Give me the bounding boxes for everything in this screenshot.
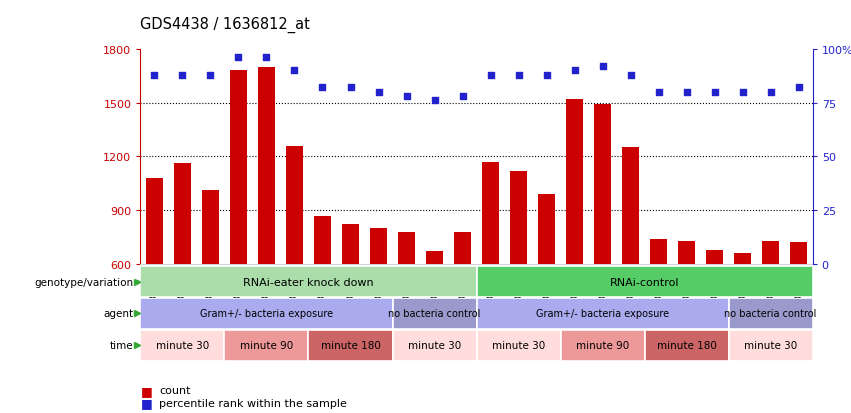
Bar [566,100,583,372]
Point [316,85,329,92]
Point [147,72,161,78]
Bar [225,330,308,361]
Bar [477,266,813,297]
Bar [762,241,780,372]
Text: agent: agent [104,309,134,319]
Point [288,68,301,74]
Point [175,72,189,78]
Bar [392,298,477,329]
Bar [477,298,728,329]
Bar [791,243,807,372]
Bar [174,164,191,372]
Point [483,72,497,78]
Bar [308,330,392,361]
Text: count: count [159,385,191,395]
Bar [622,148,639,372]
Point [764,89,778,96]
Bar [230,71,247,372]
Text: minute 180: minute 180 [657,340,717,351]
Point [652,89,665,96]
Point [511,72,525,78]
Bar [678,241,695,372]
Bar [140,330,225,361]
Point [344,85,357,92]
Point [624,72,637,78]
Bar [734,254,751,372]
Bar [370,228,387,372]
Point [231,55,245,62]
Text: minute 180: minute 180 [321,340,380,351]
Point [540,72,553,78]
Text: RNAi-control: RNAi-control [610,277,679,287]
Bar [314,216,331,372]
Text: minute 30: minute 30 [156,340,209,351]
Bar [728,330,813,361]
Bar [483,162,499,372]
Text: ■: ■ [140,396,152,409]
Text: minute 30: minute 30 [492,340,545,351]
Text: genotype/variation: genotype/variation [35,277,134,287]
Text: time: time [110,340,134,351]
Bar [392,330,477,361]
Bar [650,239,667,372]
Bar [728,298,813,329]
Bar [258,67,275,372]
Point [400,93,414,100]
Point [708,89,722,96]
Bar [538,195,555,372]
Point [260,55,273,62]
Point [736,89,750,96]
Bar [146,178,163,372]
Text: Gram+/- bacteria exposure: Gram+/- bacteria exposure [536,309,669,319]
Text: GDS4438 / 1636812_at: GDS4438 / 1636812_at [140,17,311,33]
Text: no bacteria control: no bacteria control [724,309,817,319]
Bar [645,330,728,361]
Bar [398,232,415,372]
Text: Gram+/- bacteria exposure: Gram+/- bacteria exposure [200,309,333,319]
Point [596,64,609,70]
Bar [510,171,527,372]
Bar [140,266,477,297]
Point [372,89,386,96]
Text: ■: ■ [140,384,152,397]
Point [792,85,806,92]
Bar [140,298,392,329]
Text: RNAi-eater knock down: RNAi-eater knock down [243,277,374,287]
Bar [202,191,219,372]
Bar [426,252,443,372]
Bar [454,232,471,372]
Point [203,72,217,78]
Text: minute 30: minute 30 [408,340,461,351]
Bar [706,250,723,372]
Point [428,98,442,104]
Text: minute 90: minute 90 [240,340,293,351]
Text: minute 90: minute 90 [576,340,629,351]
Bar [286,146,303,372]
Text: minute 30: minute 30 [744,340,797,351]
Bar [594,105,611,372]
Bar [561,330,645,361]
Bar [342,225,359,372]
Point [680,89,694,96]
Point [456,93,470,100]
Text: percentile rank within the sample: percentile rank within the sample [159,398,347,408]
Bar [477,330,561,361]
Point [568,68,581,74]
Text: no bacteria control: no bacteria control [388,309,481,319]
